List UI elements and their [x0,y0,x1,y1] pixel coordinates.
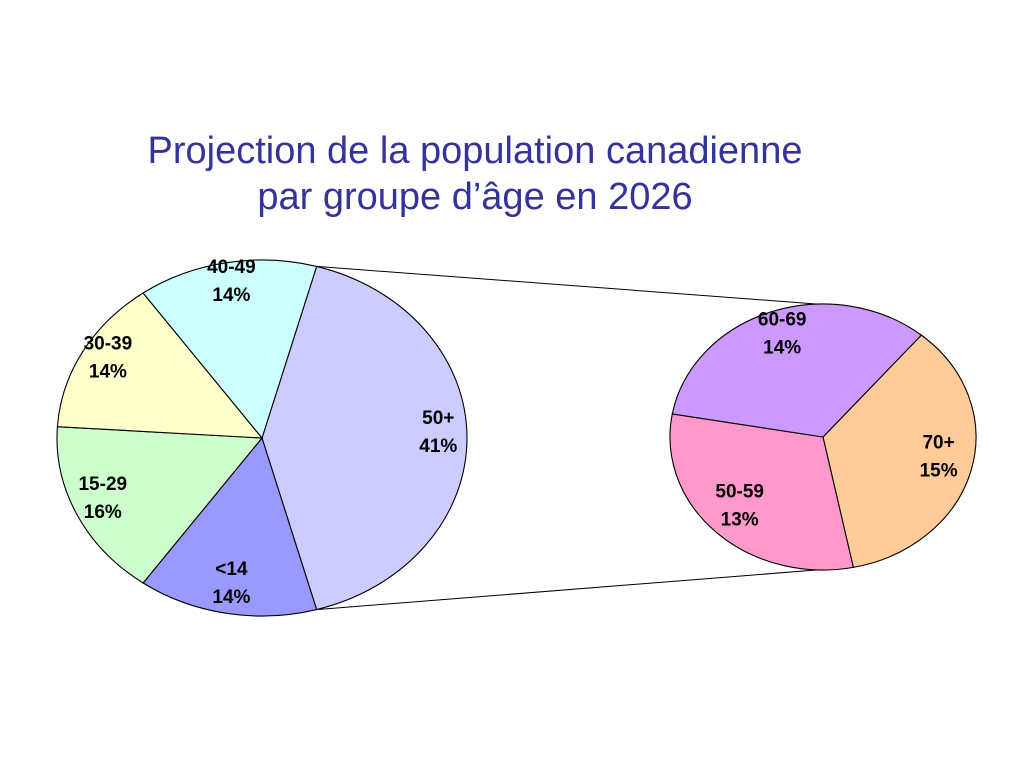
breakdown-category-50-59: 50-59 [715,481,764,502]
main-percent-under-14: 14% [212,587,250,608]
main-category-30-39: 30-39 [84,334,133,355]
breakdown-percent-60-69: 14% [763,338,801,359]
breakdown-slice-50-59 [669,413,854,571]
main-label-15-29: 15-29 16% [78,474,127,523]
connector-top [316,265,818,305]
breakdown-pie: 70+ 15%50-59 13%60-69 14% [669,303,977,571]
main-percent-15-29: 16% [84,502,122,523]
chart-title: Projection de la population canadienne p… [0,128,950,220]
main-slice-30-39 [56,292,264,439]
breakdown-category-60-69: 60-69 [758,310,807,331]
breakdown-label-70-plus: 70+ 15% [920,433,958,482]
main-slice-15-29 [56,426,264,584]
main-percent-30-39: 14% [89,362,127,383]
breakdown-percent-50-59: 13% [721,509,759,530]
breakdown-label-60-69: 60-69 14% [758,310,807,359]
main-label-50-plus: 50+ 41% [419,408,457,457]
main-slice-50-plus [261,265,468,611]
main-label-40-49: 40-49 14% [207,257,256,306]
main-pie: 50+ 41%<14 14%15-29 16%30-39 14%40-49 14% [56,257,468,617]
breakdown-slice-70-plus [822,334,977,568]
main-category-50-plus: 50+ [422,408,454,429]
breakdown-slice-60-69 [671,303,923,438]
main-category-15-29: 15-29 [78,474,127,495]
main-label-under-14: <14 14% [212,559,250,608]
chart-title-line-2: par groupe d’âge en 2026 [257,176,693,218]
main-slice-under-14 [142,436,318,617]
main-category-40-49: 40-49 [207,257,256,278]
connector-bottom [316,569,818,611]
main-percent-50-plus: 41% [419,436,457,457]
breakdown-label-50-59: 50-59 13% [715,481,764,530]
connector-lines [316,265,818,611]
main-slice-40-49 [142,259,318,440]
main-percent-40-49: 14% [212,285,250,306]
main-category-under-14: <14 [215,559,248,580]
chart-title-line-1: Projection de la population canadienne [147,130,803,172]
breakdown-percent-70-plus: 15% [920,461,958,482]
main-label-30-39: 30-39 14% [84,334,133,383]
breakdown-category-70-plus: 70+ [922,433,954,454]
